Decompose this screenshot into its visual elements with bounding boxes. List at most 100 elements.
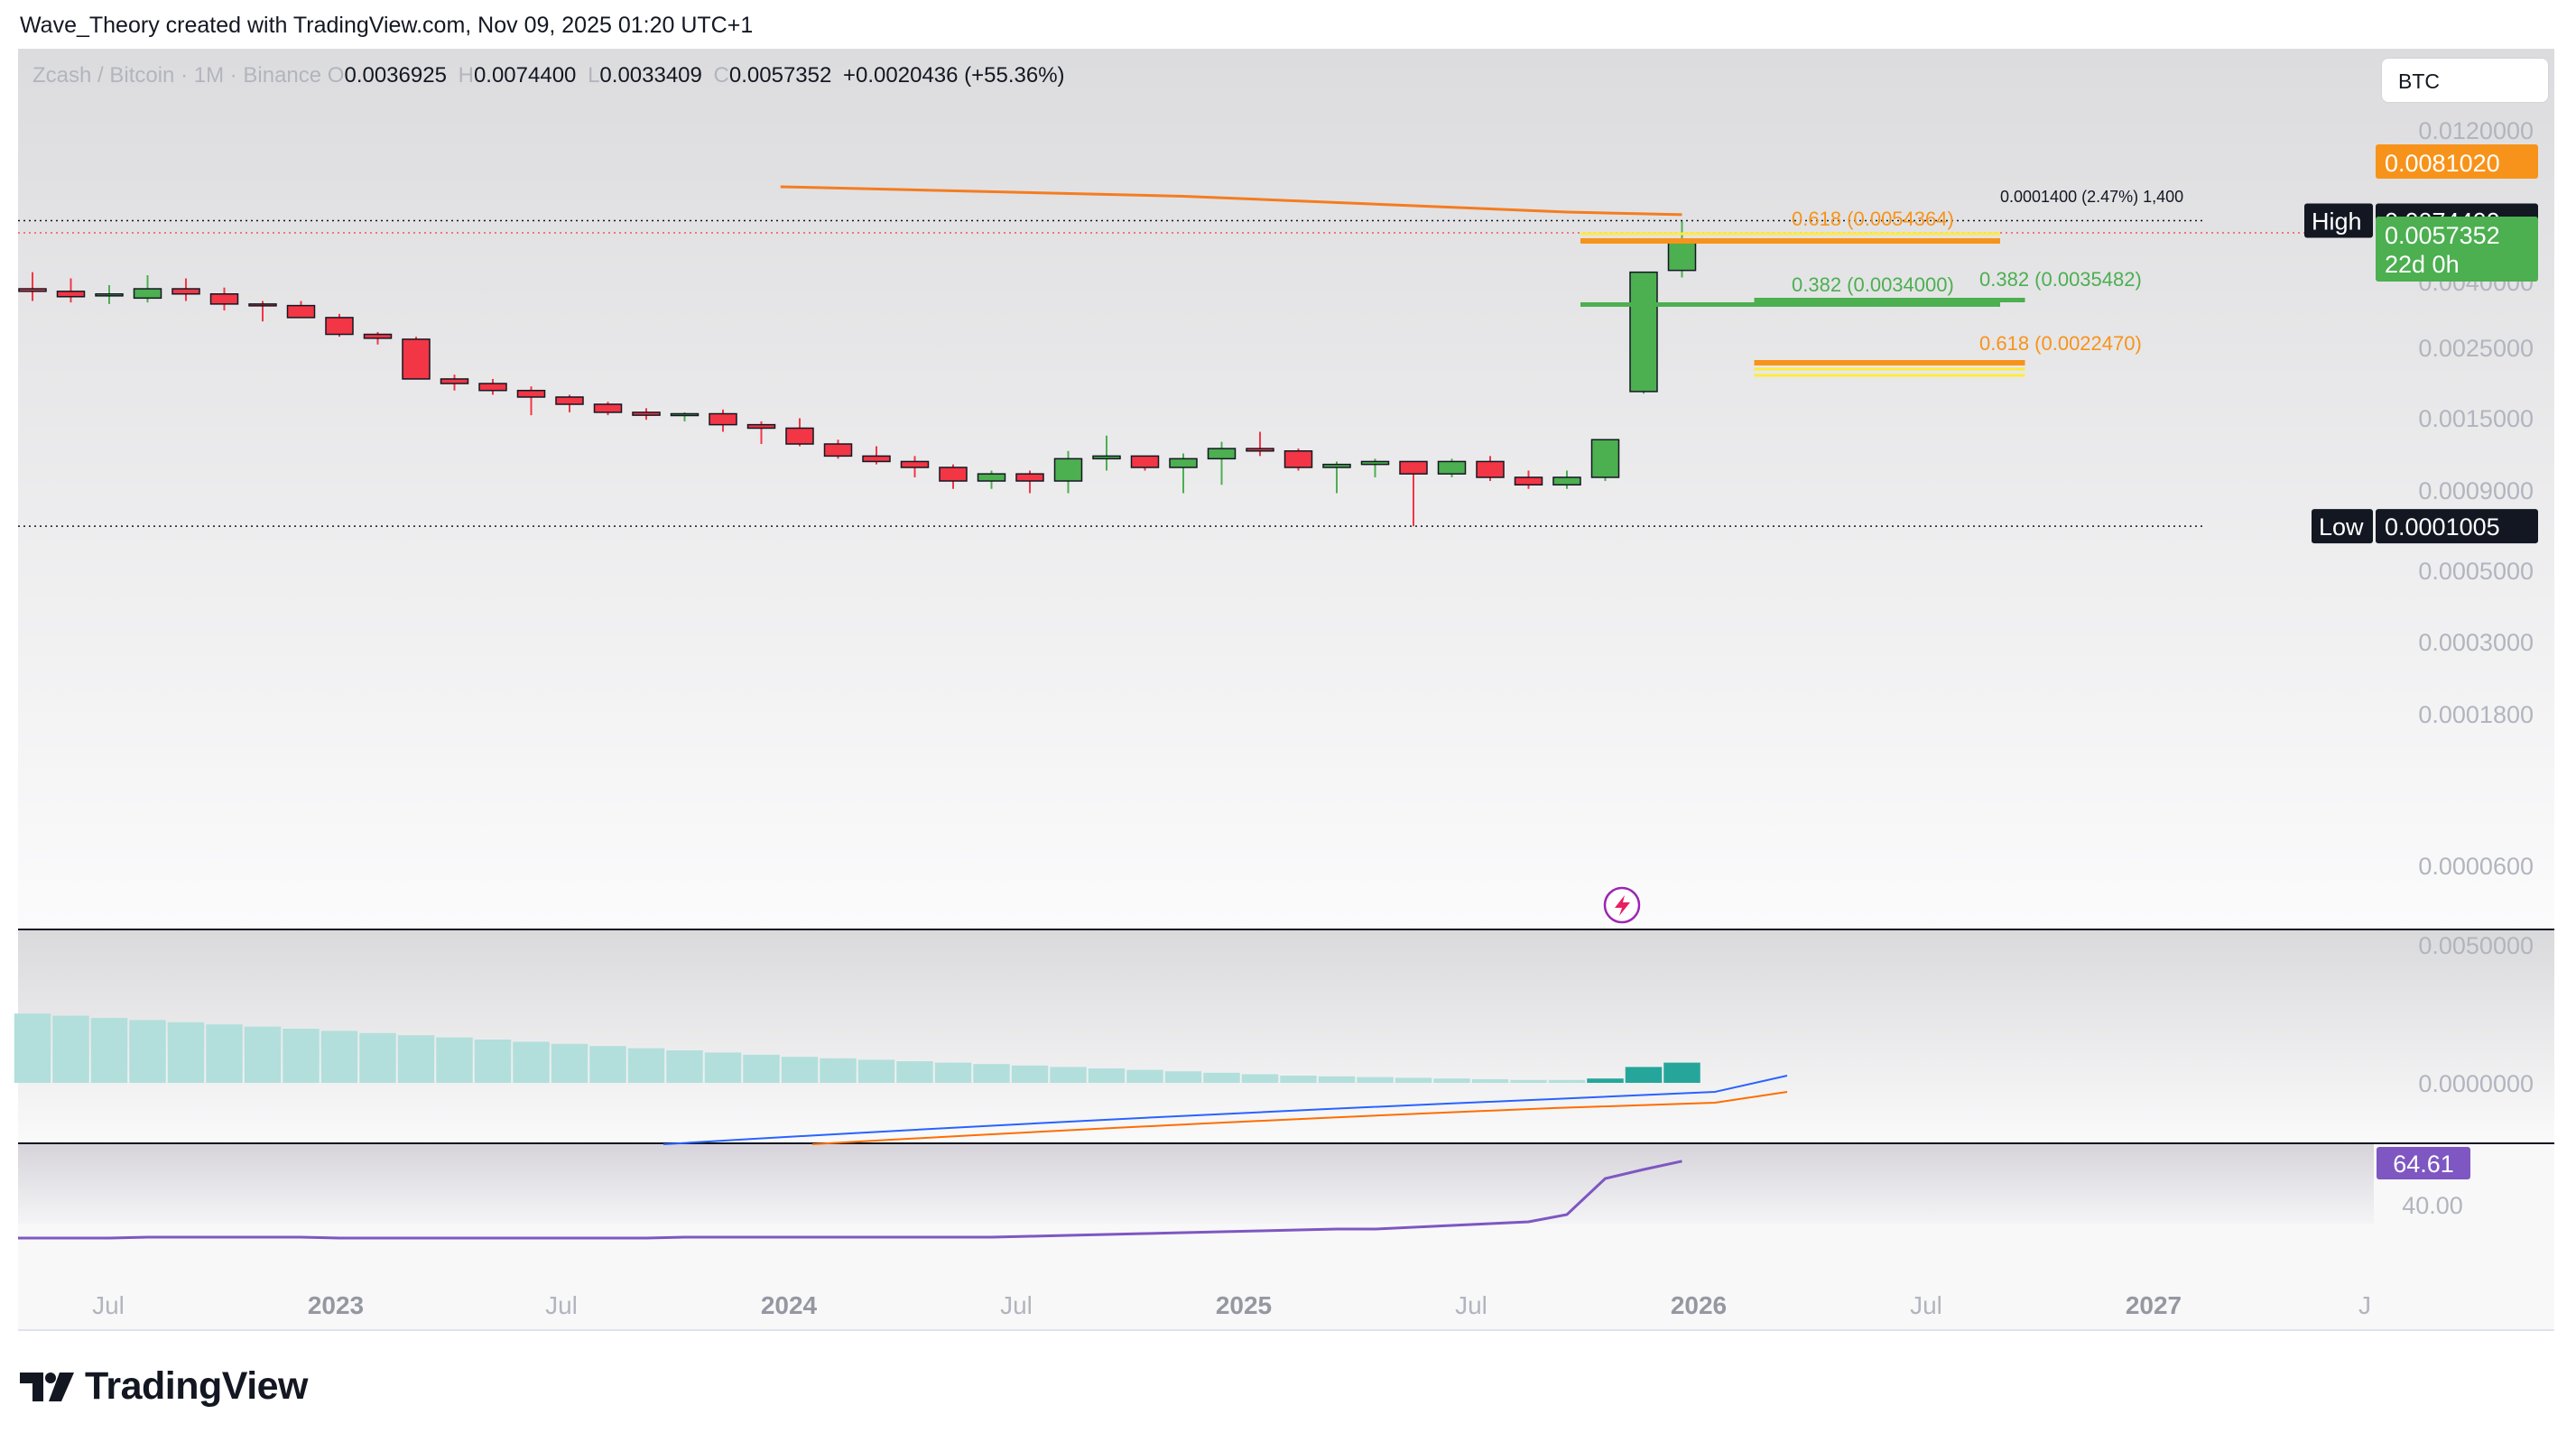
y-tick-label: 0.0015000 xyxy=(2418,405,2534,432)
candle xyxy=(286,300,316,319)
candle-body xyxy=(1092,455,1121,460)
moving-average-line xyxy=(780,185,1682,217)
candle-body xyxy=(593,403,623,413)
candle-body xyxy=(1399,460,1428,475)
macd-histogram-bar xyxy=(973,1064,1010,1083)
last-price-badge-box xyxy=(2376,217,2538,282)
candle-body xyxy=(555,396,584,405)
candle-body xyxy=(939,467,968,482)
fib-line-0.382-b xyxy=(1754,298,2025,302)
candle xyxy=(1169,453,1198,494)
macd-histogram-bar xyxy=(781,1057,819,1083)
macd-histogram-bar xyxy=(1011,1065,1049,1083)
candle xyxy=(1207,441,1237,485)
macd-histogram-bar xyxy=(896,1061,933,1083)
macd-histogram-bar xyxy=(627,1048,665,1083)
macd-histogram-bar xyxy=(551,1043,588,1083)
x-tick-label: Jul xyxy=(1910,1291,1942,1319)
lightning-event-icon xyxy=(1603,886,1641,924)
x-tick-label: J xyxy=(2358,1291,2371,1319)
low-badge: Low 0.0001005 xyxy=(2312,509,2538,544)
macd-tick-label: 0.0050000 xyxy=(2418,932,2534,959)
candle xyxy=(1322,461,1351,494)
candle xyxy=(440,374,469,391)
fib-line-0.618 xyxy=(1580,238,2000,244)
macd-histogram-bar xyxy=(436,1037,473,1083)
candle xyxy=(632,408,661,421)
macd-histogram-bar xyxy=(90,1018,128,1083)
candle xyxy=(18,272,47,301)
y-tick-label: 0.0001800 xyxy=(2418,701,2534,728)
macd-histogram-bar xyxy=(206,1024,243,1083)
macd-histogram-bar xyxy=(1357,1077,1394,1083)
macd-histogram-bar xyxy=(857,1059,895,1083)
macd-histogram-bar xyxy=(1318,1076,1356,1083)
macd-histogram-bar xyxy=(1088,1068,1126,1083)
candle-body xyxy=(709,412,737,426)
macd-histogram-bar xyxy=(1510,1079,1547,1083)
macd-histogram-bar xyxy=(1280,1076,1317,1083)
candle xyxy=(670,411,700,421)
rsi-line xyxy=(18,1160,1682,1240)
currency-selector-button[interactable]: BTC xyxy=(2381,58,2549,103)
macd-histogram-bar xyxy=(14,1013,51,1083)
tradingview-logo[interactable]: TradingView xyxy=(20,1364,309,1409)
fib-label-0.618: 0.618 (0.0054364) xyxy=(1792,208,1954,230)
candle-body xyxy=(1169,458,1198,468)
macd-histogram-bar xyxy=(244,1026,282,1083)
x-tick-label: 2027 xyxy=(2126,1291,2182,1319)
open-value: 0.0036925 xyxy=(344,63,447,88)
candle xyxy=(555,394,584,412)
fib-line-0.618-b xyxy=(1754,360,2025,365)
candle xyxy=(1667,220,1697,278)
x-tick-label: 2023 xyxy=(308,1291,364,1319)
macd-histogram-bar xyxy=(1471,1079,1509,1083)
rsi-value-badge: 64.61 xyxy=(2377,1147,2470,1179)
macd-tick-label: 0.0000000 xyxy=(2418,1070,2534,1097)
ma-price-badge-text: 0.0081020 xyxy=(2385,150,2500,177)
macd-histogram-bar xyxy=(1587,1078,1624,1083)
symbol-legend: Zcash / Bitcoin · 1M · Binance O0.003692… xyxy=(32,63,1065,88)
candle-body xyxy=(402,338,431,380)
close-key: C xyxy=(713,63,729,88)
candle xyxy=(325,313,354,337)
y-tick-label: 0.0009000 xyxy=(2418,477,2534,504)
candle xyxy=(171,278,200,301)
macd-histogram-bar xyxy=(1433,1078,1470,1083)
macd-histogram-bar xyxy=(52,1015,89,1083)
ma-price-badge-box xyxy=(2376,144,2538,179)
macd-histogram-bar xyxy=(283,1029,320,1083)
y-tick-label: 0.0000600 xyxy=(2418,853,2534,880)
close-value: 0.0057352 xyxy=(728,63,832,88)
candle xyxy=(709,409,737,432)
candle-body xyxy=(478,383,507,392)
high-badge-label: High xyxy=(2312,208,2362,236)
fib-line-0.382 xyxy=(1580,302,2000,307)
candle-body xyxy=(1207,448,1237,460)
macd-histogram-bar xyxy=(589,1046,626,1083)
main-pane-background xyxy=(18,49,2554,929)
change-value: +0.0020436 (+55.36%) xyxy=(843,63,1065,88)
candle xyxy=(900,456,930,477)
candle-body xyxy=(632,411,661,416)
candle-body xyxy=(209,293,239,305)
candle-body xyxy=(785,427,814,445)
candle-body xyxy=(95,293,124,297)
last-price-badge-text: 22d 0h xyxy=(2385,251,2460,278)
candle xyxy=(248,300,277,322)
tradingview-mark-icon xyxy=(20,1372,74,1401)
macd-histogram-bar xyxy=(1164,1071,1202,1083)
candle-body xyxy=(746,423,776,430)
candle-body xyxy=(516,389,546,398)
candle xyxy=(785,418,814,447)
rsi-tick-label: 40.00 xyxy=(2402,1192,2463,1219)
low-badge-value: 0.0001005 xyxy=(2385,513,2500,541)
low-badge-label: Low xyxy=(2319,513,2364,541)
macd-histogram-bar xyxy=(820,1058,857,1083)
fib-label-0.382: 0.382 (0.0034000) xyxy=(1792,273,1954,296)
x-tick-label: Jul xyxy=(1000,1291,1033,1319)
candle xyxy=(478,378,507,395)
candle xyxy=(1552,470,1581,489)
